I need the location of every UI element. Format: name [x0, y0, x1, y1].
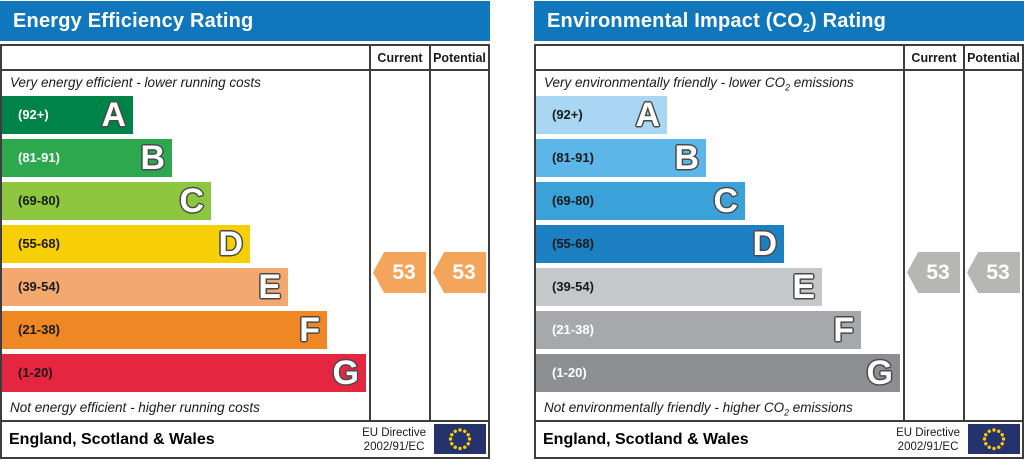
- column-divider: [903, 46, 905, 422]
- co2-band-d: (55-68) D: [536, 225, 784, 263]
- co2-band-b: (81-91) B: [536, 139, 706, 177]
- co2-band-a: (92+) A: [536, 96, 667, 134]
- current-rating-arrow: 53: [373, 252, 426, 293]
- band-letter: D: [218, 225, 243, 263]
- environmental-impact-panel: Environmental Impact (CO2) Rating Curren…: [534, 1, 1024, 459]
- band-range-label: (39-54): [552, 279, 594, 294]
- band-range-label: (1-20): [18, 365, 53, 380]
- rating-table: Current Potential Very energy efficient …: [0, 44, 490, 459]
- footer-divider: [2, 420, 488, 422]
- band-range-label: (81-91): [18, 150, 60, 165]
- bottom-caption: Not energy efficient - higher running co…: [10, 400, 260, 415]
- co2-band-c: (69-80) C: [536, 182, 745, 220]
- eu-flag-icon: [968, 424, 1020, 459]
- current-rating-value: 53: [926, 260, 950, 284]
- current-rating-value: 53: [392, 260, 416, 284]
- band-range-label: (69-80): [18, 193, 60, 208]
- band-letter: B: [674, 139, 699, 177]
- potential-rating-arrow: 53: [967, 252, 1020, 293]
- band-range-label: (55-68): [18, 236, 60, 251]
- panel-title-bar: Environmental Impact (CO2) Rating: [534, 1, 1024, 41]
- potential-rating-arrow: 53: [433, 252, 486, 293]
- panel-footer: England, Scotland & Wales EU Directive 20…: [2, 422, 488, 457]
- band-letter: F: [299, 311, 320, 349]
- header-divider: [2, 69, 488, 71]
- current-column-header: Current: [377, 50, 423, 65]
- energy-band-d: (55-68) D: [2, 225, 250, 263]
- footer-divider: [536, 420, 1022, 422]
- top-caption: Very energy efficient - lower running co…: [10, 75, 261, 90]
- potential-column-header: Potential: [433, 50, 486, 65]
- top-caption: Very environmentally friendly - lower CO…: [544, 75, 854, 93]
- band-letter: A: [101, 96, 126, 134]
- energy-band-f: (21-38) F: [2, 311, 327, 349]
- column-divider: [963, 46, 965, 422]
- energy-band-c: (69-80) C: [2, 182, 211, 220]
- band-letter: E: [258, 268, 281, 306]
- band-letter: A: [635, 96, 660, 134]
- energy-band-b: (81-91) B: [2, 139, 172, 177]
- band-letter: E: [792, 268, 815, 306]
- band-range-label: (69-80): [552, 193, 594, 208]
- panel-title-bar: Energy Efficiency Rating: [0, 1, 490, 41]
- co2-band-g: (1-20) G: [536, 354, 900, 392]
- energy-band-a: (92+) A: [2, 96, 133, 134]
- band-range-label: (39-54): [18, 279, 60, 294]
- current-column-header: Current: [911, 50, 957, 65]
- band-range-label: (1-20): [552, 365, 587, 380]
- eu-directive-label: EU Directive 2002/91/EC: [362, 427, 426, 454]
- band-range-label: (55-68): [552, 236, 594, 251]
- band-letter: C: [179, 182, 204, 220]
- band-range-label: (21-38): [18, 322, 60, 337]
- band-letter: B: [140, 139, 165, 177]
- band-range-label: (21-38): [552, 322, 594, 337]
- rating-table: Current Potential Very environmentally f…: [534, 44, 1024, 459]
- band-range-label: (81-91): [552, 150, 594, 165]
- region-label: England, Scotland & Wales: [543, 431, 749, 448]
- energy-efficiency-panel: Energy Efficiency Rating Current Potenti…: [0, 1, 490, 459]
- co2-band-f: (21-38) F: [536, 311, 861, 349]
- energy-band-g: (1-20) G: [2, 354, 366, 392]
- band-letter: G: [866, 354, 893, 392]
- band-letter: F: [833, 311, 854, 349]
- potential-column-header: Potential: [967, 50, 1020, 65]
- region-label: England, Scotland & Wales: [9, 431, 215, 448]
- current-rating-arrow: 53: [907, 252, 960, 293]
- panel-title: Energy Efficiency Rating: [13, 10, 254, 32]
- panel-title: Environmental Impact (CO2) Rating: [547, 10, 887, 35]
- column-divider: [369, 46, 371, 422]
- potential-rating-value: 53: [452, 260, 476, 284]
- column-divider: [429, 46, 431, 422]
- bottom-caption: Not environmentally friendly - higher CO…: [544, 400, 853, 418]
- potential-rating-value: 53: [986, 260, 1010, 284]
- rating-bands: (92+) A (81-91) B (69-80) C (55-68) D (39-54…: [2, 96, 366, 397]
- band-range-label: (92+): [552, 107, 583, 122]
- band-letter: C: [713, 182, 738, 220]
- band-letter: D: [752, 225, 777, 263]
- band-letter: G: [332, 354, 359, 392]
- eu-flag-icon: [434, 424, 486, 459]
- energy-band-e: (39-54) E: [2, 268, 288, 306]
- rating-bands: (92+) A (81-91) B (69-80) C (55-68) D (39-54…: [536, 96, 900, 397]
- header-divider: [536, 69, 1022, 71]
- band-range-label: (92+): [18, 107, 49, 122]
- eu-directive-label: EU Directive 2002/91/EC: [896, 427, 960, 454]
- panel-footer: England, Scotland & Wales EU Directive 20…: [536, 422, 1022, 457]
- co2-band-e: (39-54) E: [536, 268, 822, 306]
